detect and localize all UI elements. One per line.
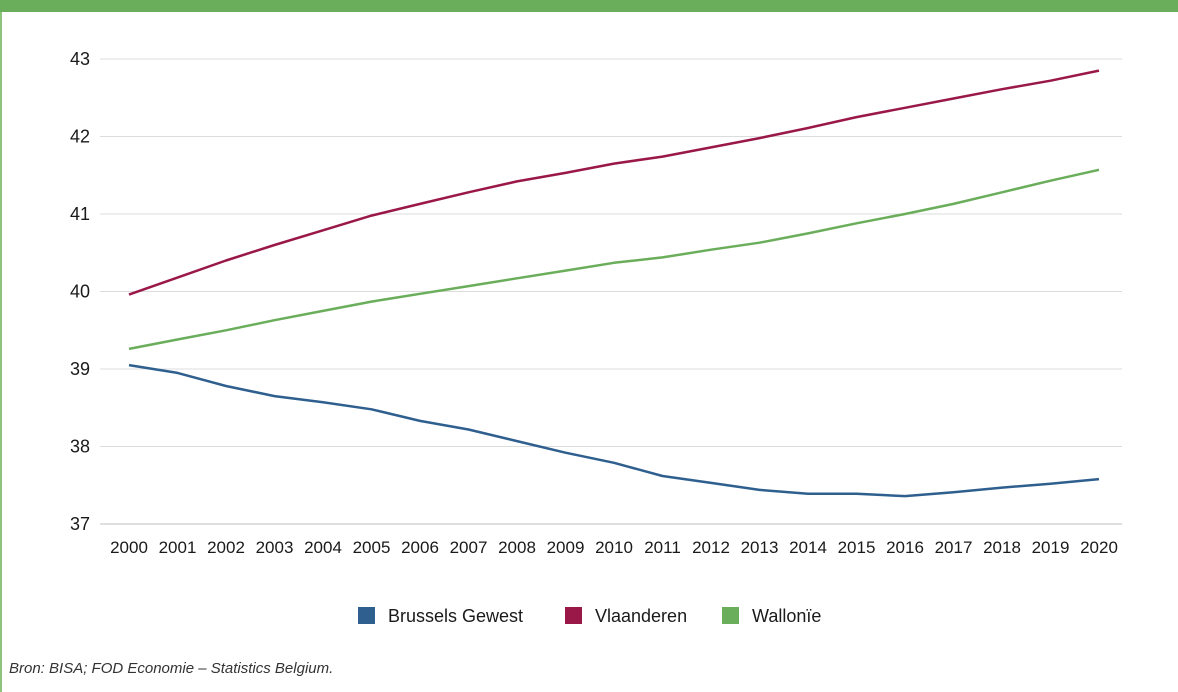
x-tick-label: 2000	[110, 538, 148, 557]
x-tick-label: 2018	[983, 538, 1021, 557]
y-tick-label: 42	[70, 127, 90, 147]
legend-label-0: Brussels Gewest	[388, 606, 523, 626]
x-tick-label: 2008	[498, 538, 536, 557]
y-tick-label: 41	[70, 204, 90, 224]
y-axis-ticks: 37 38 39 40 41 42 43	[70, 49, 90, 534]
legend-label-2: Wallonïe	[752, 606, 821, 626]
x-tick-label: 2009	[547, 538, 585, 557]
series-lines	[128, 69, 1100, 498]
gridlines	[100, 58, 1122, 525]
x-tick-label: 2002	[207, 538, 245, 557]
series-line-0	[128, 363, 1100, 498]
legend: Brussels Gewest Vlaanderen Wallonïe	[358, 606, 821, 626]
legend-swatch-2	[722, 607, 739, 624]
x-tick-label: 2017	[935, 538, 973, 557]
series-line-2	[128, 168, 1100, 351]
x-tick-label: 2004	[304, 538, 342, 557]
y-tick-label: 40	[70, 282, 90, 302]
y-tick-label: 43	[70, 49, 90, 69]
top-accent-bar	[0, 0, 1178, 12]
x-tick-label: 2006	[401, 538, 439, 557]
y-tick-label: 38	[70, 437, 90, 457]
legend-swatch-0	[358, 607, 375, 624]
x-tick-label: 2015	[838, 538, 876, 557]
x-tick-label: 2020	[1080, 538, 1118, 557]
x-tick-label: 2016	[886, 538, 924, 557]
x-tick-label: 2013	[741, 538, 779, 557]
x-tick-label: 2011	[644, 538, 681, 557]
y-tick-label: 39	[70, 359, 90, 379]
x-tick-label: 2019	[1032, 538, 1070, 557]
legend-label-1: Vlaanderen	[595, 606, 687, 626]
x-tick-label: 2003	[256, 538, 294, 557]
x-tick-label: 2005	[353, 538, 391, 557]
legend-swatch-1	[565, 607, 582, 624]
x-tick-label: 2007	[450, 538, 488, 557]
x-tick-label: 2012	[692, 538, 730, 557]
x-tick-label: 2014	[789, 538, 827, 557]
x-tick-label: 2001	[159, 538, 197, 557]
series-line-1	[128, 69, 1100, 296]
y-tick-label: 37	[70, 514, 90, 534]
x-tick-label: 2010	[595, 538, 633, 557]
x-axis-ticks: 2000 2001 2002 2003 2004 2005 2006 2007 2008 2009…	[110, 538, 1118, 557]
source-note: Bron: BISA; FOD Economie – Statistics Be…	[9, 660, 334, 677]
